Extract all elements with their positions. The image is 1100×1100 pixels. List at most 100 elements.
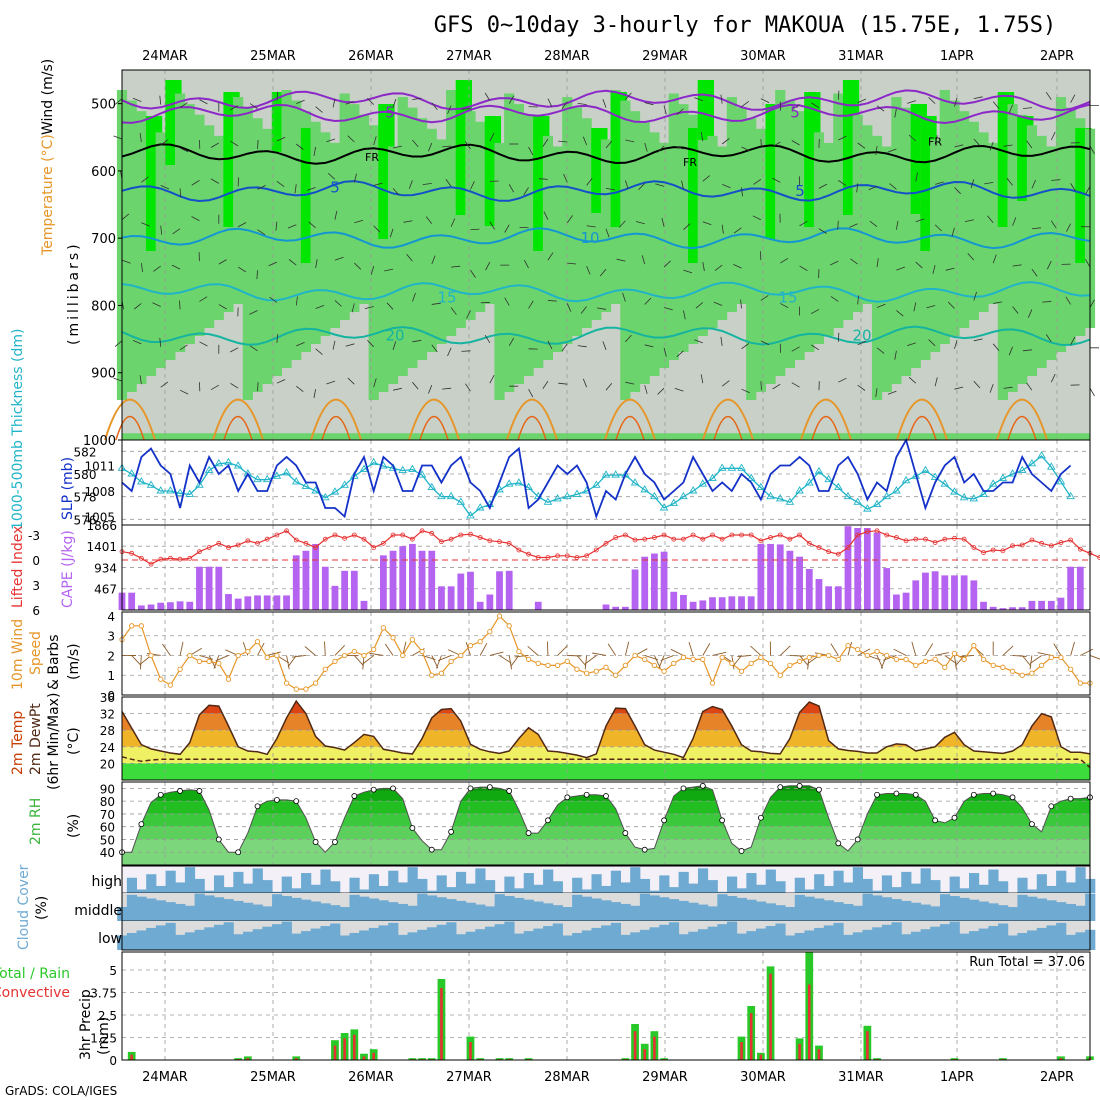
cloud-bar (272, 891, 283, 893)
cloud-bar (1027, 889, 1038, 893)
wind-barb (868, 185, 878, 191)
wind-barb (644, 142, 648, 152)
rh-mid-band (949, 100, 960, 337)
cloud-bar (601, 900, 612, 921)
wind-barb (504, 297, 510, 306)
temp-dome-inner (1007, 415, 1037, 441)
li-marker (419, 528, 425, 534)
cape-bar (254, 595, 261, 610)
precip-conv-bar (866, 1031, 869, 1060)
wind-barb (230, 140, 239, 147)
cloud-bar (368, 874, 380, 893)
cloud-bar (359, 930, 370, 950)
p7-label-b: (%) (34, 896, 50, 920)
wind-speed-marker (341, 652, 348, 659)
cloud-bar (426, 895, 438, 921)
cloud-bar (717, 891, 728, 893)
thickness-marker (388, 463, 398, 471)
li-marker (710, 532, 715, 538)
cloud-bar (930, 926, 941, 950)
wind-barb (171, 264, 181, 270)
wind-barb (876, 105, 885, 112)
precip-conv-bar (294, 1058, 298, 1060)
cloud-bar (1046, 885, 1057, 893)
cloud-bar (349, 932, 360, 950)
wind-barb (345, 343, 355, 347)
wind-speed-marker (225, 676, 232, 682)
y-tick-label: 80 (100, 795, 115, 809)
rh-marker (970, 791, 977, 798)
rh-marker (1048, 803, 1055, 810)
wind-barb (838, 180, 847, 186)
thickness-marker (156, 486, 166, 494)
thickness-marker (969, 494, 979, 502)
cape-bar (234, 598, 242, 610)
precip-conv-bar (353, 1034, 356, 1060)
li-marker (913, 536, 919, 542)
rh-marker (545, 817, 551, 824)
rh-marker (835, 840, 842, 847)
cloud-bar (998, 905, 1009, 921)
cloud-bar (581, 896, 592, 921)
cloud-bar (272, 894, 283, 921)
wind-barb (1012, 306, 1019, 314)
cloud-bar (775, 923, 786, 950)
contour-label: 5 (385, 103, 395, 121)
li-marker (632, 537, 638, 543)
wind-barb (213, 655, 220, 669)
thickness-marker (930, 472, 940, 480)
date-label-top: 27MAR (446, 49, 492, 64)
cloud-bar (930, 906, 941, 921)
thickness-marker (1037, 450, 1046, 459)
credit-text: GrADS: COLA/IGES (5, 1084, 117, 1098)
cloud-bar (872, 927, 883, 950)
cloud-bar (1036, 874, 1047, 893)
wind-barb (367, 97, 374, 105)
thickness-marker (882, 491, 892, 500)
wind-barb (131, 655, 142, 667)
wind-barb (893, 648, 907, 656)
rh-marker (1067, 795, 1074, 802)
cloud-bar (330, 881, 341, 893)
wind-barb (733, 227, 742, 234)
temp-dome-inner (615, 415, 645, 441)
y-tick-label: 50 (100, 833, 115, 847)
rh-marker (874, 791, 880, 798)
wind-barb (347, 135, 355, 143)
wind-barb (733, 264, 742, 269)
cloud-bar (601, 885, 612, 893)
wind-barb (625, 92, 632, 100)
wind-barb (447, 347, 452, 357)
thickness-marker (775, 494, 785, 502)
wind-barb (973, 291, 977, 301)
cape-bar (312, 543, 319, 610)
cape-bar (844, 526, 852, 610)
wind-speed-marker (429, 672, 435, 678)
wind-barb (392, 145, 402, 149)
li-marker (187, 555, 193, 561)
wind-barb (566, 215, 573, 223)
wind-speed-marker (1000, 664, 1006, 670)
temp-dome-inner (907, 415, 937, 441)
y-tick-label: 500 (91, 98, 116, 113)
cape-bar (680, 594, 687, 610)
rh-mid-band (930, 139, 941, 352)
cape-bar (796, 556, 803, 610)
wind-barb (447, 105, 452, 115)
cape-bar (660, 551, 668, 610)
cloud-bar (591, 874, 602, 893)
wind-barb (326, 380, 336, 385)
li-marker (361, 536, 367, 542)
wind-barb (973, 138, 981, 146)
cloud-bar (291, 888, 302, 893)
rh-mid-band (988, 142, 999, 304)
li-marker (1029, 537, 1035, 543)
wind-barb (1085, 186, 1091, 195)
thickness-marker (795, 486, 804, 494)
rh-marker (719, 817, 726, 824)
wind-speed-marker (700, 656, 706, 663)
wind-speed-marker (1048, 654, 1054, 661)
wind-barb (913, 302, 917, 312)
cloud-bar (126, 877, 138, 893)
wind-barb (721, 138, 730, 145)
